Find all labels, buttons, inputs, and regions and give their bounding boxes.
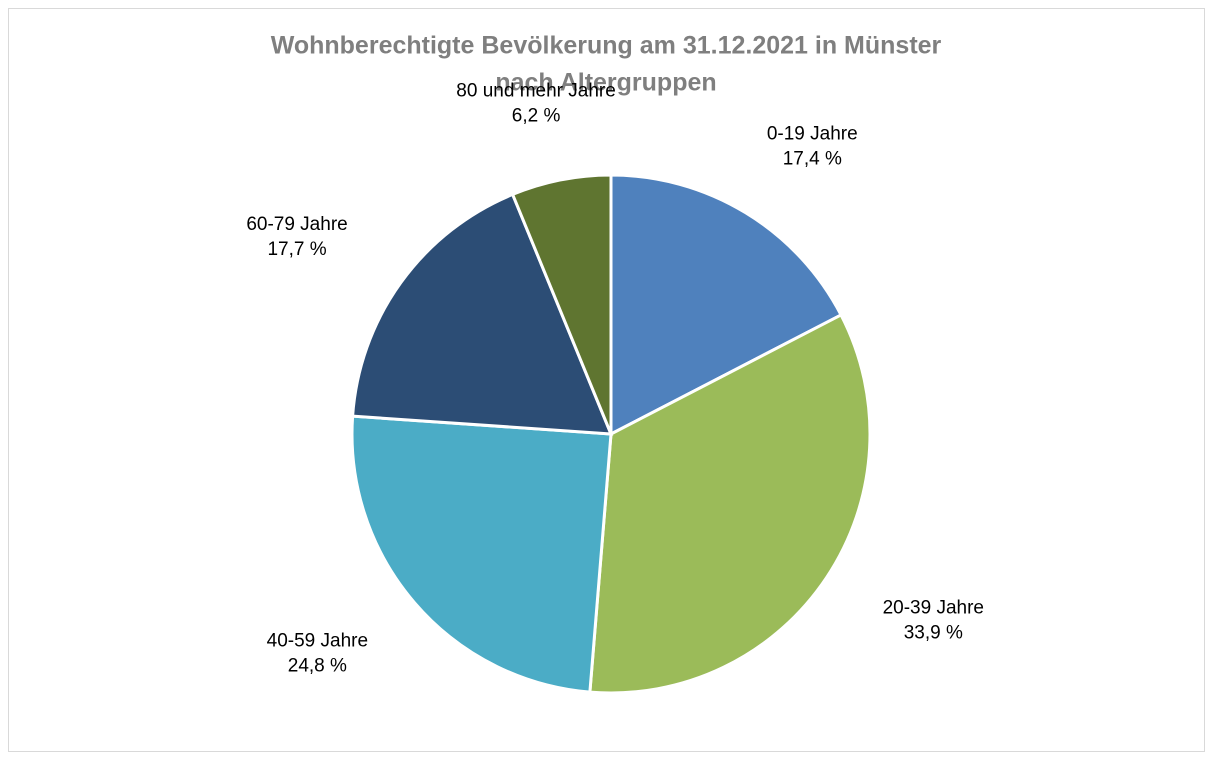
pie-slice — [350, 414, 613, 694]
chart-title: nach Altergruppen — [495, 69, 716, 97]
slice-value-label: 17,7 % — [267, 239, 326, 260]
pie-slice — [609, 173, 844, 437]
slice-value-label: 6,2 % — [512, 106, 561, 127]
slice-value-label: 17,4 % — [783, 148, 842, 169]
pie-slice — [588, 312, 872, 695]
pie-slice — [351, 192, 614, 436]
slice-value-label: 24,8 % — [288, 655, 347, 676]
slice-value-label: 33,9 % — [904, 623, 963, 644]
slice-label: 0-19 Jahre — [767, 123, 858, 144]
slice-label: 20-39 Jahre — [883, 598, 984, 619]
pie-slice — [510, 173, 613, 435]
slice-label: 40-59 Jahre — [267, 630, 368, 651]
slice-label: 80 und mehr Jahre — [456, 81, 616, 102]
chart-title: Wohnberechtigte Bevölkerung am 31.12.202… — [271, 32, 942, 60]
slice-label: 60-79 Jahre — [246, 214, 347, 235]
